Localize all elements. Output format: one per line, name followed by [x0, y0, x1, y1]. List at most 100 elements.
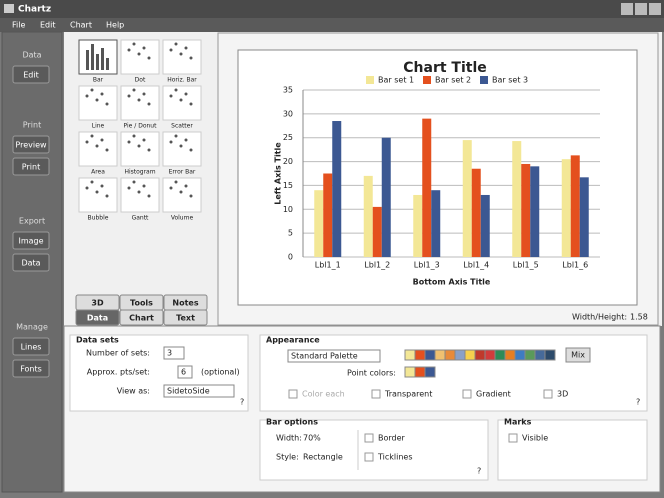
- tab[interactable]: [75, 309, 120, 326]
- swatch[interactable]: [414, 349, 426, 361]
- help[interactable]: ?: [240, 398, 244, 407]
- swatch[interactable]: [424, 366, 436, 378]
- sidebar-button[interactable]: [12, 231, 50, 250]
- icon-shape: [100, 138, 104, 142]
- group-box: [69, 334, 249, 412]
- menu-item[interactable]: Help: [106, 21, 124, 30]
- maximize[interactable]: [635, 3, 647, 15]
- chart-type-tile[interactable]: [120, 131, 160, 167]
- tile-icon: [86, 44, 109, 70]
- menu-item[interactable]: File: [12, 21, 25, 30]
- chart-type-tile[interactable]: [78, 85, 118, 121]
- minimize[interactable]: [621, 3, 633, 15]
- close[interactable]: [649, 3, 661, 15]
- swatch[interactable]: [454, 349, 466, 361]
- swatch[interactable]: [534, 349, 546, 361]
- legend-swatch: [480, 76, 488, 84]
- legend-swatch: [423, 76, 431, 84]
- chart-type-tile[interactable]: [162, 131, 202, 167]
- spinner[interactable]: [177, 365, 193, 379]
- menu-item[interactable]: Chart: [70, 21, 92, 30]
- chart-type-tile[interactable]: [162, 177, 202, 213]
- chart-type-tile[interactable]: [120, 177, 160, 213]
- tab[interactable]: [119, 309, 164, 326]
- field-label: Point colors:: [347, 369, 396, 378]
- y-tick-label: 20: [283, 157, 293, 166]
- chart-type-label: Area: [91, 169, 105, 176]
- icon-shape: [105, 148, 109, 152]
- help[interactable]: ?: [636, 398, 640, 407]
- checkbox[interactable]: [371, 389, 381, 399]
- sidebar-button[interactable]: [12, 65, 50, 84]
- checkbox[interactable]: [364, 433, 374, 443]
- icon-shape: [142, 184, 146, 188]
- appearance-options: Color each Transparent Gradient 3D: [288, 389, 568, 399]
- tile-icon: [85, 180, 109, 198]
- sidebar-button[interactable]: [12, 157, 50, 176]
- swatch[interactable]: [404, 349, 416, 361]
- swatch[interactable]: [514, 349, 526, 361]
- checkbox[interactable]: [508, 433, 518, 443]
- bar: [422, 118, 432, 257]
- x-tick-label: Lbl1_3: [414, 261, 440, 270]
- tab[interactable]: [163, 309, 208, 326]
- sidebar-label: Data: [22, 51, 41, 60]
- checkbox-label: Ticklines: [377, 453, 413, 462]
- chart-type-tile[interactable]: [120, 39, 160, 75]
- swatch[interactable]: [474, 349, 486, 361]
- menu-item[interactable]: Edit: [40, 21, 56, 30]
- dropdown[interactable]: [163, 384, 235, 398]
- x-tick-label: Lbl1_1: [315, 261, 341, 270]
- icon-shape: [127, 140, 131, 144]
- chart-type-tile[interactable]: [78, 131, 118, 167]
- field-value[interactable]: 70%: [303, 434, 321, 443]
- tile-icon: [127, 42, 151, 60]
- spinner[interactable]: [163, 346, 185, 360]
- icon-shape: [91, 44, 94, 70]
- swatch[interactable]: [494, 349, 506, 361]
- checkbox-label: 3D: [557, 390, 568, 399]
- chart-type-tile[interactable]: [120, 85, 160, 121]
- data-sets-group: Data sets Number of sets: 3 Approx. pts/…: [69, 334, 249, 412]
- x-tick-label: Lbl1_2: [364, 261, 390, 270]
- swatch[interactable]: [424, 349, 436, 361]
- icon-shape: [147, 148, 151, 152]
- dropdown[interactable]: [287, 349, 381, 363]
- icon-shape: [174, 134, 178, 138]
- mix-button[interactable]: [565, 347, 591, 363]
- swatch[interactable]: [414, 366, 426, 378]
- icon-shape: [90, 180, 94, 184]
- chart-type-tile[interactable]: [162, 39, 202, 75]
- checkbox[interactable]: [462, 389, 472, 399]
- swatch[interactable]: [464, 349, 476, 361]
- swatch[interactable]: [544, 349, 556, 361]
- swatch[interactable]: [444, 349, 456, 361]
- window-title: Chartz: [18, 5, 51, 15]
- sidebar-button[interactable]: [12, 359, 50, 378]
- chart-type-tile[interactable]: [162, 85, 202, 121]
- sidebar-button[interactable]: [12, 135, 50, 154]
- chart-type-tile[interactable]: [78, 177, 118, 213]
- swatch[interactable]: [484, 349, 496, 361]
- swatch[interactable]: [524, 349, 536, 361]
- tile-icon: [169, 88, 193, 106]
- checkbox[interactable]: [364, 452, 374, 462]
- icon-shape: [142, 46, 146, 50]
- checkbox-label: Gradient: [476, 390, 511, 399]
- sidebar-button[interactable]: [12, 253, 50, 272]
- icon-shape: [142, 138, 146, 142]
- checkbox[interactable]: [288, 389, 298, 399]
- marks-group: Marks Visible: [497, 418, 648, 481]
- field-value[interactable]: Rectangle: [303, 453, 343, 462]
- icon-shape: [174, 88, 178, 92]
- tile-icon: [127, 88, 151, 106]
- sidebar-button[interactable]: [12, 337, 50, 356]
- help[interactable]: ?: [477, 467, 481, 476]
- icon-shape: [90, 134, 94, 138]
- icon-shape: [85, 94, 89, 98]
- checkbox[interactable]: [543, 389, 553, 399]
- swatch[interactable]: [404, 366, 416, 378]
- swatch[interactable]: [434, 349, 446, 361]
- icon-shape: [147, 56, 151, 60]
- swatch[interactable]: [504, 349, 516, 361]
